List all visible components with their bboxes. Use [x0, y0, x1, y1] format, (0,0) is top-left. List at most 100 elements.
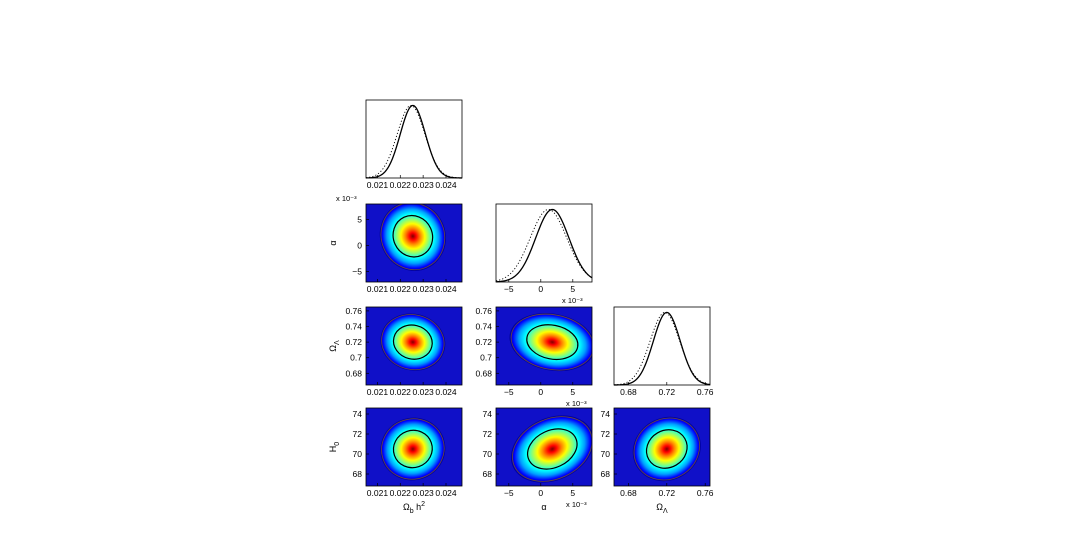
- marginal-panel-omega_b: 0.021 0.022 0.023 0.024: [365, 99, 463, 190]
- panel-frame: [613, 407, 711, 487]
- contour-68: [392, 429, 433, 469]
- y-tick-label: 0.72: [345, 337, 362, 347]
- y-tick-label: 0.68: [345, 368, 362, 378]
- y-tick-label: 72: [483, 429, 493, 439]
- exponent-label: x 10⁻³: [562, 296, 583, 305]
- exponent-label: x 10⁻³: [336, 194, 357, 203]
- x-tick-label: 5: [570, 387, 575, 397]
- x-tick-label: 5: [570, 488, 575, 498]
- x-tick-label: −5: [504, 284, 514, 294]
- joint-panel-omega_b-alpha: 0.021 0.022 0.023 0.024 −5 0 5 x 10⁻³ α: [328, 194, 463, 294]
- y-tick-label: 0.76: [475, 306, 492, 316]
- contour-68: [392, 324, 433, 360]
- contour-95: [381, 314, 445, 371]
- x-tick-label: 0.76: [697, 488, 714, 498]
- y-tick-label: −5: [352, 267, 362, 277]
- marginal-dotted-curve: [613, 312, 711, 386]
- x-tick-label: 0.022: [390, 180, 412, 190]
- marginal-frame: [613, 306, 711, 386]
- y-tick-label: 5: [357, 215, 362, 225]
- heatmap-density: [379, 204, 446, 271]
- y-axis-label: ΩΛ: [328, 340, 341, 352]
- x-tick-label: 0.023: [413, 284, 435, 294]
- panel-frame: [365, 407, 463, 487]
- y-tick-label: 68: [483, 469, 493, 479]
- contour-95: [381, 418, 445, 480]
- x-tick-label: 0.021: [367, 488, 389, 498]
- contour-68: [526, 324, 579, 361]
- y-tick-label: 0.76: [345, 306, 362, 316]
- y-tick-label: 0.72: [475, 337, 492, 347]
- marginal-panel-omega_l: 0.68 0.72 0.76: [613, 306, 714, 397]
- x-tick-label: 0: [538, 387, 543, 397]
- heatmap-density: [380, 313, 446, 371]
- x-tick-label: 0.024: [435, 180, 457, 190]
- contour-95: [633, 417, 700, 481]
- x-tick-label: 0.021: [367, 284, 389, 294]
- x-tick-label: 0: [538, 488, 543, 498]
- x-tick-label: 0.024: [435, 488, 457, 498]
- marginal-panel-alpha: −5 0 5 x 10⁻³: [495, 203, 593, 305]
- x-tick-label: 0.023: [413, 180, 435, 190]
- heatmap-density: [509, 313, 592, 372]
- svg-text:H0: H0: [328, 442, 341, 453]
- x-axis-label: ΩΛ: [656, 502, 668, 515]
- y-tick-label: 0.7: [350, 353, 362, 363]
- y-tick-label: 70: [353, 449, 363, 459]
- svg-text:ΩΛ: ΩΛ: [656, 502, 668, 515]
- x-axis-label: Ωb h2: [403, 501, 425, 515]
- y-tick-label: 68: [601, 469, 611, 479]
- marginal-frame: [365, 99, 463, 179]
- heatmap-density: [510, 415, 592, 483]
- heatmap-density: [632, 416, 701, 482]
- panel-frame: [495, 407, 593, 487]
- x-tick-label: 0.72: [659, 488, 676, 498]
- x-tick-label: 0.022: [390, 284, 412, 294]
- marginal-curve: [613, 311, 711, 386]
- x-tick-label: 0.021: [367, 180, 389, 190]
- heatmap-density: [380, 417, 446, 481]
- y-axis-label: α: [328, 240, 338, 245]
- y-tick-label: 72: [601, 429, 611, 439]
- y-axis-label: H0: [328, 442, 341, 453]
- panel-frame: [495, 306, 593, 386]
- svg-text:α: α: [328, 240, 338, 245]
- x-tick-label: 0: [538, 284, 543, 294]
- x-tick-label: −5: [504, 387, 514, 397]
- marginal-frame: [495, 203, 593, 283]
- joint-panel-omega_l-h0: 0.68 0.72 0.76 68 70 72 74 ΩΛ: [601, 407, 714, 515]
- exponent-label: x 10⁻³: [566, 500, 587, 509]
- joint-panel-alpha-omega_l: −5 0 5 0.68 0.7 0.72 0.74 0.76 x 10⁻³: [475, 306, 593, 408]
- x-tick-label: 0.021: [367, 387, 389, 397]
- joint-panel-omega_b-omega_l: 0.021 0.022 0.023 0.024 0.68 0.7 0.72 0.74 0.76 Ω…: [328, 306, 463, 397]
- panel-frame: [365, 306, 463, 386]
- x-tick-label: 0.024: [435, 387, 457, 397]
- y-tick-label: 0.68: [475, 368, 492, 378]
- x-tick-label: −5: [504, 488, 514, 498]
- x-tick-label: 0.023: [413, 387, 435, 397]
- x-tick-label: 0.68: [620, 387, 637, 397]
- y-tick-label: 70: [601, 449, 611, 459]
- y-tick-label: 0: [357, 241, 362, 251]
- y-tick-label: 0.7: [480, 353, 492, 363]
- joint-panel-omega_b-h0: 0.021 0.022 0.023 0.024 68 70 72 74 H0 Ωb h2: [328, 407, 463, 515]
- svg-text:Ωb h2: Ωb h2: [403, 501, 425, 515]
- x-axis-label: α: [541, 502, 546, 512]
- y-tick-label: 0.74: [475, 322, 492, 332]
- contour-95: [380, 204, 446, 271]
- x-tick-label: 0.022: [390, 488, 412, 498]
- x-tick-label: 0.68: [620, 488, 637, 498]
- y-tick-label: 72: [353, 429, 363, 439]
- x-tick-label: 0.023: [413, 488, 435, 498]
- contour-68: [645, 429, 688, 469]
- joint-panel-alpha-h0: −5 0 5 68 70 72 74 x 10⁻³ α: [483, 407, 593, 512]
- exponent-label: x 10⁻³: [566, 399, 587, 408]
- y-tick-label: 74: [483, 409, 493, 419]
- x-tick-label: 0.022: [390, 387, 412, 397]
- y-tick-label: 70: [483, 449, 493, 459]
- y-tick-label: 74: [353, 409, 363, 419]
- contour-95: [510, 313, 592, 371]
- contour-95: [512, 416, 592, 482]
- x-tick-label: 5: [570, 284, 575, 294]
